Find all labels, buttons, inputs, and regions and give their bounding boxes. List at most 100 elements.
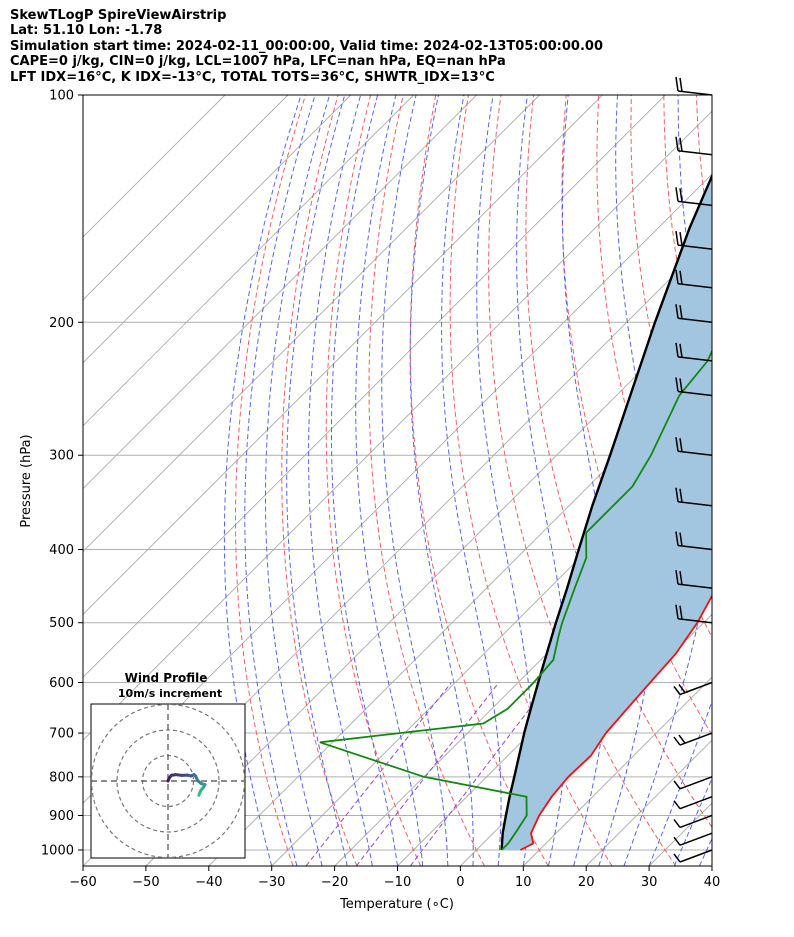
- isotherm-line: [83, 95, 666, 678]
- wind-barb: [673, 796, 713, 810]
- barb-feather: [675, 136, 679, 151]
- mixing-ratio-line: [305, 682, 452, 866]
- barb-staff: [677, 501, 713, 507]
- y-tick-label: 200: [49, 316, 74, 331]
- dry-adiabat-line: [525, 95, 712, 828]
- hodograph-segment: [197, 791, 202, 797]
- moist-adiabat-line: [308, 95, 373, 866]
- moist-adiabat-line: [409, 95, 474, 866]
- moist-adiabat-line: [698, 837, 712, 866]
- wind-barb: [675, 136, 713, 156]
- dewpoint-line: [319, 348, 712, 851]
- temperature-line: [519, 594, 712, 851]
- x-tick-label: 10: [515, 875, 532, 890]
- barb-staff: [677, 317, 713, 324]
- isotherm-line: [83, 110, 712, 741]
- x-tick-label: 30: [641, 875, 658, 890]
- axes: −60 −50 −40 −30 −20 −10 0 10 20 30 40 100 200 300 400…: [19, 89, 720, 913]
- barb-staff: [679, 732, 713, 746]
- wind-barb: [675, 437, 713, 456]
- x-tick-label: −30: [258, 875, 285, 890]
- wind-barb: [673, 849, 713, 863]
- x-tick-label: 0: [456, 875, 464, 890]
- barb-feather: [675, 76, 679, 92]
- y-axis-ticks: 100 200 300 400 500 600 700 800 900 1000: [41, 89, 83, 859]
- wind-barb: [673, 776, 713, 790]
- moist-adiabat-line: [673, 776, 712, 866]
- barb-feather: [679, 605, 683, 620]
- dry-adiabat-line: [449, 95, 613, 866]
- wind-barb: [675, 269, 713, 289]
- mixing-ratio-line: [409, 682, 551, 866]
- y-tick-label: 500: [49, 616, 74, 631]
- barb-feather: [679, 343, 683, 358]
- isotherm-line: [711, 865, 712, 866]
- hodograph-plot: [91, 704, 245, 858]
- wind-barb: [675, 76, 713, 96]
- isotherm-line: [83, 95, 477, 490]
- x-axis-ticks: −60 −50 −40 −30 −20 −10 0 10 20 30 40: [69, 866, 720, 890]
- wind-barb: [673, 814, 713, 829]
- moist-adiabat-line: [648, 699, 712, 866]
- barb-feather: [679, 77, 683, 92]
- moist-adiabat-line: [286, 95, 348, 866]
- wind-barb: [675, 342, 713, 362]
- wind-barb: [675, 570, 713, 589]
- barb-feather: [673, 853, 681, 863]
- wind-barb: [675, 377, 713, 397]
- wind-barb: [673, 832, 713, 846]
- moist-adiabat-line: [331, 95, 398, 866]
- simulation-times: Simulation start time: 2024-02-11_00:00:…: [10, 38, 603, 54]
- moist-adiabat-line: [265, 95, 331, 866]
- barb-staff: [677, 390, 713, 397]
- chart-header: SkewTLogP SpireViewAirstrip Lat: 51.10 L…: [10, 8, 603, 85]
- moist-adiabat-line: [381, 95, 449, 866]
- barb-feather: [679, 137, 683, 152]
- y-tick-label: 1000: [41, 844, 74, 859]
- y-tick-label: 700: [49, 727, 74, 742]
- barb-feather: [675, 604, 679, 619]
- wind-barb: [675, 304, 713, 324]
- index-values: LFT IDX=16°C, K IDX=-13°C, TOTAL TOTS=36…: [10, 69, 495, 85]
- y-tick-label: 900: [49, 809, 74, 824]
- wind-barb: [675, 531, 713, 551]
- y-tick-label: 100: [49, 89, 74, 104]
- location-coordinates: Lat: 51.10 Lon: -1.78: [10, 23, 163, 39]
- x-tick-label: −40: [195, 875, 222, 890]
- plot-area: [83, 95, 794, 866]
- barb-feather: [675, 487, 679, 502]
- parcel-shading: [501, 176, 712, 850]
- moist-adiabat-line: [355, 95, 424, 866]
- barb-feather: [679, 232, 683, 246]
- dry-adiabat-line: [729, 95, 794, 866]
- stability-parameters: CAPE=0 j/kg, CIN=0 j/kg, LCL=1007 hPa, L…: [10, 54, 506, 70]
- y-tick-label: 600: [49, 676, 74, 691]
- moist-adiabat-line: [441, 95, 502, 866]
- barb-feather: [679, 532, 683, 547]
- wind-barb: [673, 732, 713, 746]
- barb-feather: [673, 836, 681, 846]
- barb-feather: [679, 571, 683, 585]
- isotherm-line: [145, 299, 712, 866]
- barb-feather: [675, 531, 679, 546]
- barb-feather: [679, 378, 683, 393]
- barb-feather: [678, 734, 686, 744]
- hodograph-subtitle: 10m/s increment: [118, 687, 222, 700]
- x-tick-label: 40: [704, 875, 721, 890]
- barb-feather: [679, 488, 683, 503]
- barb-staff: [677, 583, 713, 589]
- barb-staff: [677, 544, 713, 551]
- hodograph-title: Wind Profile: [125, 671, 208, 685]
- barb-feather: [679, 188, 683, 202]
- barb-feather: [675, 304, 679, 319]
- isotherm-line: [208, 362, 712, 866]
- barb-feather: [675, 377, 679, 392]
- barb-staff: [679, 681, 713, 696]
- barb-staff: [679, 796, 713, 810]
- isotherm-line: [83, 95, 289, 301]
- barb-feather: [673, 780, 681, 790]
- moist-adiabat-line: [244, 95, 316, 866]
- barb-staff: [677, 282, 713, 289]
- dry-adiabat-line: [235, 95, 306, 866]
